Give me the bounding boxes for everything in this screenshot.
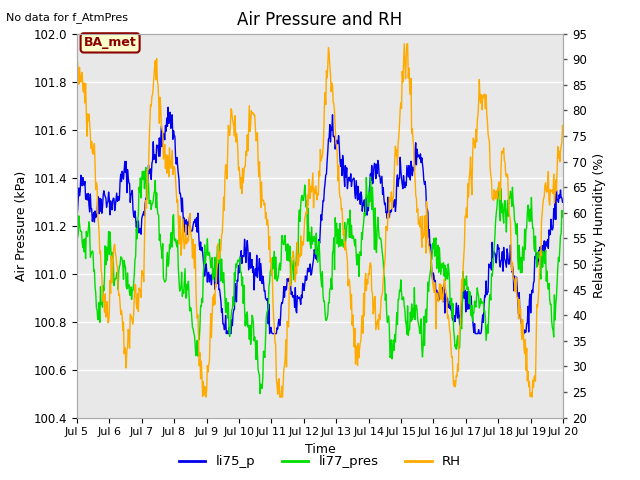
Y-axis label: Air Pressure (kPa): Air Pressure (kPa): [15, 170, 28, 281]
Legend: li75_p, li77_pres, RH: li75_p, li77_pres, RH: [173, 450, 467, 473]
X-axis label: Time: Time: [305, 443, 335, 456]
Title: Air Pressure and RH: Air Pressure and RH: [237, 11, 403, 29]
Text: BA_met: BA_met: [84, 36, 136, 49]
Y-axis label: Relativity Humidity (%): Relativity Humidity (%): [593, 153, 605, 298]
Text: No data for f_AtmPres: No data for f_AtmPres: [6, 12, 129, 23]
